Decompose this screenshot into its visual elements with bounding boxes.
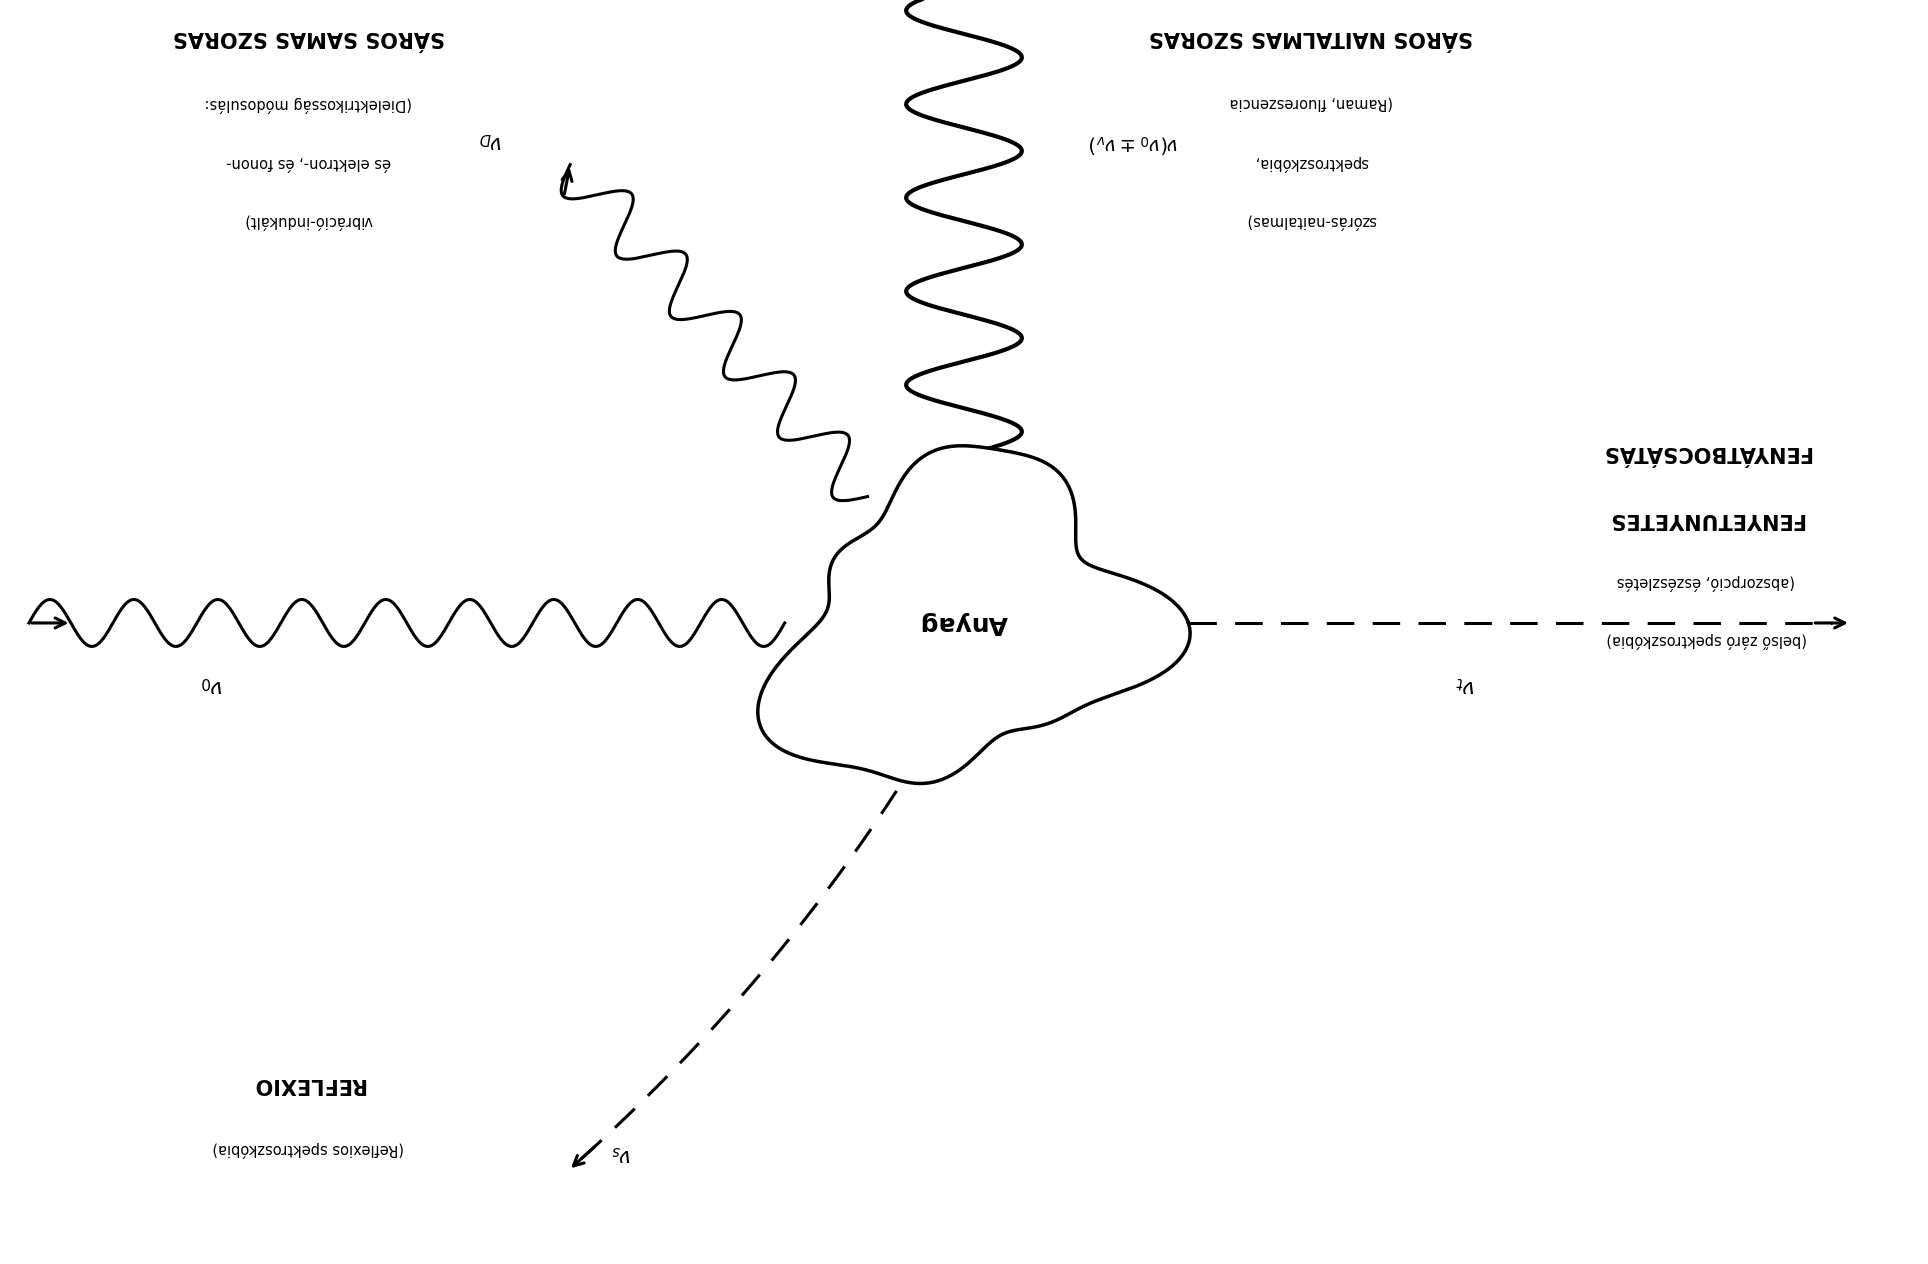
Text: Anyag: Anyag bbox=[920, 611, 1008, 635]
Text: (belső záró spektroszkóbia): (belső záró spektroszkóbia) bbox=[1606, 632, 1807, 648]
Text: SÁROS SAMAS SZORAS: SÁROS SAMAS SZORAS bbox=[172, 27, 445, 47]
Text: szórás-naitalmas): szórás-naitalmas) bbox=[1245, 214, 1377, 229]
Text: $\nu(\nu_0\pm\nu_v)$: $\nu(\nu_0\pm\nu_v)$ bbox=[1089, 133, 1180, 154]
Text: (Reflexios spektroszkóbia): (Reflexios spektroszkóbia) bbox=[212, 1141, 405, 1158]
Text: és elektron-, és fonon-: és elektron-, és fonon- bbox=[226, 155, 391, 171]
Text: $\nu_0$: $\nu_0$ bbox=[201, 674, 224, 694]
Text: REFLEXIO: REFLEXIO bbox=[253, 1074, 364, 1095]
Text: (Dielektrikosság módosulás:: (Dielektrikosság módosulás: bbox=[204, 96, 413, 111]
Text: SÁROS NAITALMAS SZORAS: SÁROS NAITALMAS SZORAS bbox=[1149, 27, 1473, 47]
Text: $\nu_D$: $\nu_D$ bbox=[478, 130, 503, 150]
Text: (Raman, fluoreszencia: (Raman, fluoreszencia bbox=[1230, 96, 1392, 111]
Text: spektroszkóbia,: spektroszkóbia, bbox=[1253, 155, 1369, 172]
Text: FENYETUNYETES: FENYETUNYETES bbox=[1608, 509, 1805, 530]
Text: FENYÁTBOCSÁTÁS: FENYÁTBOCSÁTÁS bbox=[1602, 442, 1810, 463]
Text: $\nu_s$: $\nu_s$ bbox=[611, 1143, 632, 1163]
Polygon shape bbox=[758, 446, 1190, 784]
Text: $\nu_t$: $\nu_t$ bbox=[1456, 674, 1475, 694]
Text: (abszorpció, észészletés: (abszorpció, észészletés bbox=[1618, 574, 1795, 590]
Text: vibráció-indukált): vibráció-indukált) bbox=[245, 214, 372, 229]
